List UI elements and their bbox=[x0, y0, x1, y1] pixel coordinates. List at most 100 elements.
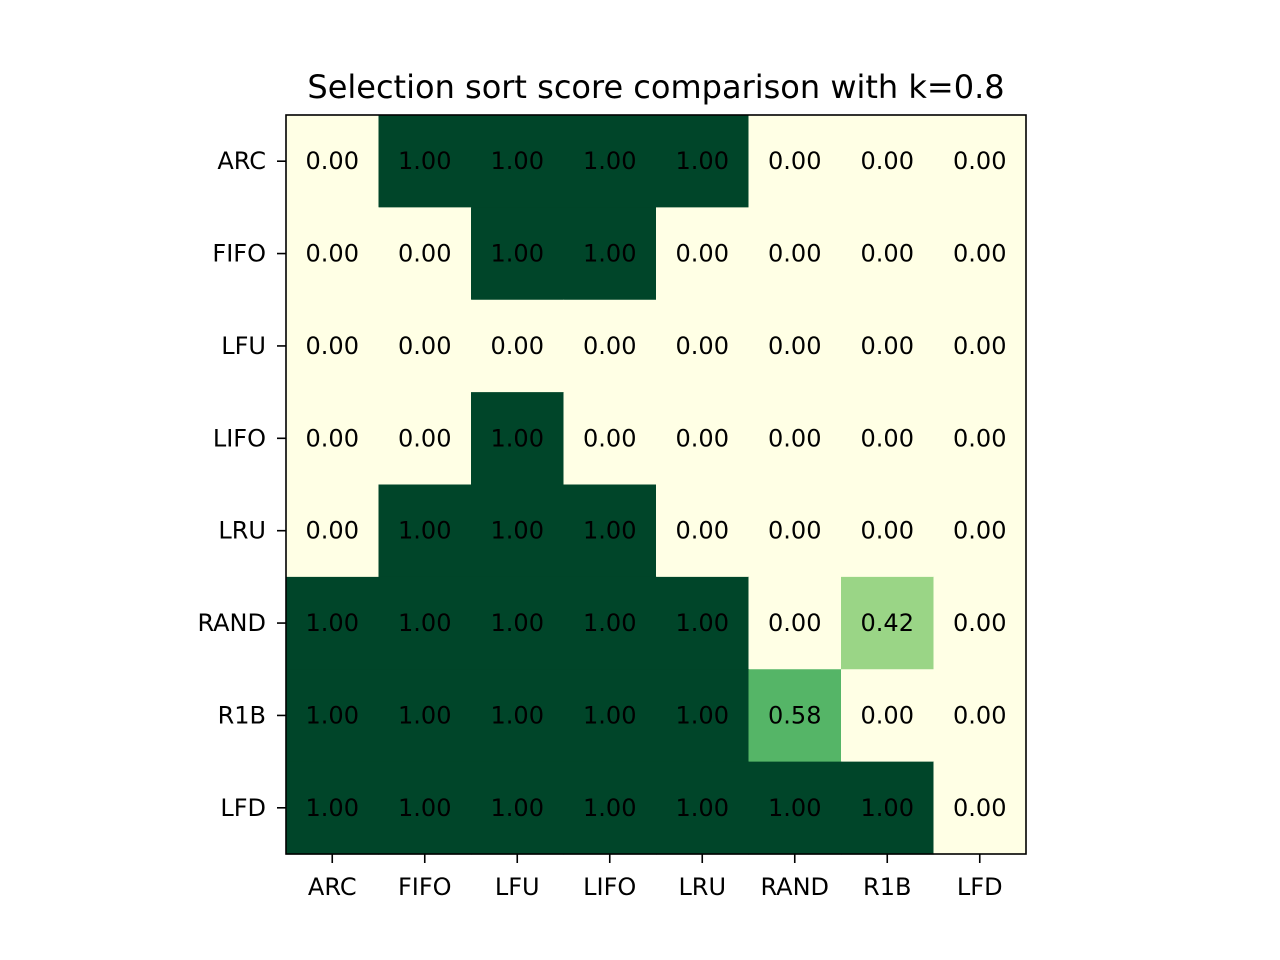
heatmap-cell bbox=[933, 115, 1027, 208]
cell-value-label: 0.00 bbox=[398, 424, 451, 452]
x-tick-label: FIFO bbox=[398, 873, 452, 901]
heatmap-cell bbox=[563, 299, 657, 393]
cell-value-label: 1.00 bbox=[583, 609, 636, 637]
heatmap-cell bbox=[748, 207, 842, 301]
x-tick-label: LRU bbox=[678, 873, 726, 901]
heatmap-cell bbox=[841, 669, 935, 763]
y-tick-label: FIFO bbox=[212, 240, 266, 268]
y-axis: ARC FIFO LFU LIFO LRU RAND R1B LFD bbox=[197, 147, 286, 822]
heatmap-cell bbox=[563, 484, 657, 578]
cell-value-label: 0.58 bbox=[768, 701, 821, 729]
cell-value-label: 1.00 bbox=[491, 701, 544, 729]
cell-value-label: 0.00 bbox=[398, 332, 451, 360]
cell-value-label: 1.00 bbox=[861, 794, 914, 822]
cell-value-label: 0.00 bbox=[768, 332, 821, 360]
cell-value-label: 1.00 bbox=[398, 517, 451, 545]
x-tick-label: LFD bbox=[957, 873, 1003, 901]
cell-value-label: 1.00 bbox=[676, 609, 729, 637]
cell-value-label: 0.00 bbox=[953, 424, 1006, 452]
heatmap-cell bbox=[286, 392, 380, 486]
heatmap-cell bbox=[563, 115, 657, 208]
heatmap-cells bbox=[286, 115, 1027, 855]
cell-value-label: 0.00 bbox=[953, 332, 1006, 360]
cell-value-label: 1.00 bbox=[306, 609, 359, 637]
cell-value-label: 1.00 bbox=[491, 240, 544, 268]
heatmap-cell bbox=[378, 392, 472, 486]
heatmap-cell bbox=[656, 115, 750, 208]
x-tick-label: RAND bbox=[760, 873, 829, 901]
cell-value-label: 1.00 bbox=[583, 517, 636, 545]
cell-value-label: 0.00 bbox=[953, 609, 1006, 637]
heatmap-cell bbox=[286, 207, 380, 301]
cell-value-label: 0.00 bbox=[306, 424, 359, 452]
cell-value-label: 0.42 bbox=[861, 609, 914, 637]
cell-value-label: 0.00 bbox=[583, 332, 636, 360]
cell-value-label: 0.00 bbox=[861, 424, 914, 452]
chart-title: Selection sort score comparison with k=0… bbox=[307, 68, 1005, 106]
heatmap-cell bbox=[933, 299, 1027, 393]
cell-value-label: 0.00 bbox=[306, 147, 359, 175]
cell-value-label: 1.00 bbox=[491, 609, 544, 637]
x-tick-label: R1B bbox=[863, 873, 911, 901]
heatmap-cell bbox=[378, 115, 472, 208]
heatmap-cell bbox=[471, 484, 565, 578]
cell-value-label: 1.00 bbox=[398, 794, 451, 822]
heatmap-cell bbox=[471, 761, 565, 855]
cell-value-label: 0.00 bbox=[676, 424, 729, 452]
heatmap-cell bbox=[471, 669, 565, 763]
heatmap-cell bbox=[748, 669, 842, 763]
heatmap-cell bbox=[471, 299, 565, 393]
cell-value-label: 0.00 bbox=[953, 240, 1006, 268]
cell-value-label: 0.00 bbox=[768, 609, 821, 637]
heatmap-cell bbox=[286, 576, 380, 670]
heatmap-cell bbox=[563, 669, 657, 763]
heatmap-cell bbox=[378, 761, 472, 855]
heatmap-cell bbox=[656, 484, 750, 578]
heatmap-cell bbox=[748, 392, 842, 486]
cell-value-label: 1.00 bbox=[398, 701, 451, 729]
y-tick-label: LIFO bbox=[213, 424, 266, 452]
cell-value-label: 1.00 bbox=[398, 147, 451, 175]
cell-value-label: 1.00 bbox=[306, 701, 359, 729]
cell-value-label: 0.00 bbox=[676, 332, 729, 360]
heatmap-cell bbox=[841, 576, 935, 670]
heatmap-cell bbox=[563, 207, 657, 301]
cell-value-label: 0.00 bbox=[398, 240, 451, 268]
y-tick-label: LFU bbox=[221, 332, 266, 360]
heatmap-cell bbox=[748, 761, 842, 855]
cell-value-label: 1.00 bbox=[676, 147, 729, 175]
heatmap-cell bbox=[471, 207, 565, 301]
cell-value-label: 1.00 bbox=[583, 794, 636, 822]
cell-value-label: 1.00 bbox=[491, 147, 544, 175]
heatmap-cell bbox=[841, 207, 935, 301]
cell-value-label: 0.00 bbox=[861, 517, 914, 545]
plot-frame bbox=[285, 114, 1027, 855]
cell-value-label: 0.00 bbox=[583, 424, 636, 452]
heatmap-cell bbox=[286, 484, 380, 578]
heatmap-cell bbox=[841, 484, 935, 578]
heatmap-cell bbox=[933, 392, 1027, 486]
cell-value-label: 0.00 bbox=[768, 424, 821, 452]
cell-value-label: 0.00 bbox=[676, 517, 729, 545]
cell-value-label: 0.00 bbox=[953, 147, 1006, 175]
heatmap-cell bbox=[378, 207, 472, 301]
heatmap-cell bbox=[471, 576, 565, 670]
heatmap-cell bbox=[933, 576, 1027, 670]
heatmap-cell bbox=[841, 299, 935, 393]
heatmap-cell bbox=[286, 761, 380, 855]
heatmap-cell bbox=[378, 299, 472, 393]
heatmap-cell bbox=[563, 392, 657, 486]
heatmap-cell bbox=[841, 761, 935, 855]
heatmap-cell bbox=[286, 115, 380, 208]
heatmap-cell bbox=[378, 576, 472, 670]
x-tick-label: ARC bbox=[308, 873, 357, 901]
cell-value-label: 1.00 bbox=[676, 794, 729, 822]
cell-value-label: 1.00 bbox=[306, 794, 359, 822]
heatmap-cell bbox=[933, 669, 1027, 763]
cell-value-label: 0.00 bbox=[676, 240, 729, 268]
heatmap-cell bbox=[933, 761, 1027, 855]
heatmap-cell bbox=[471, 392, 565, 486]
heatmap-cell bbox=[656, 576, 750, 670]
heatmap-cell bbox=[656, 392, 750, 486]
heatmap-cell bbox=[933, 207, 1027, 301]
